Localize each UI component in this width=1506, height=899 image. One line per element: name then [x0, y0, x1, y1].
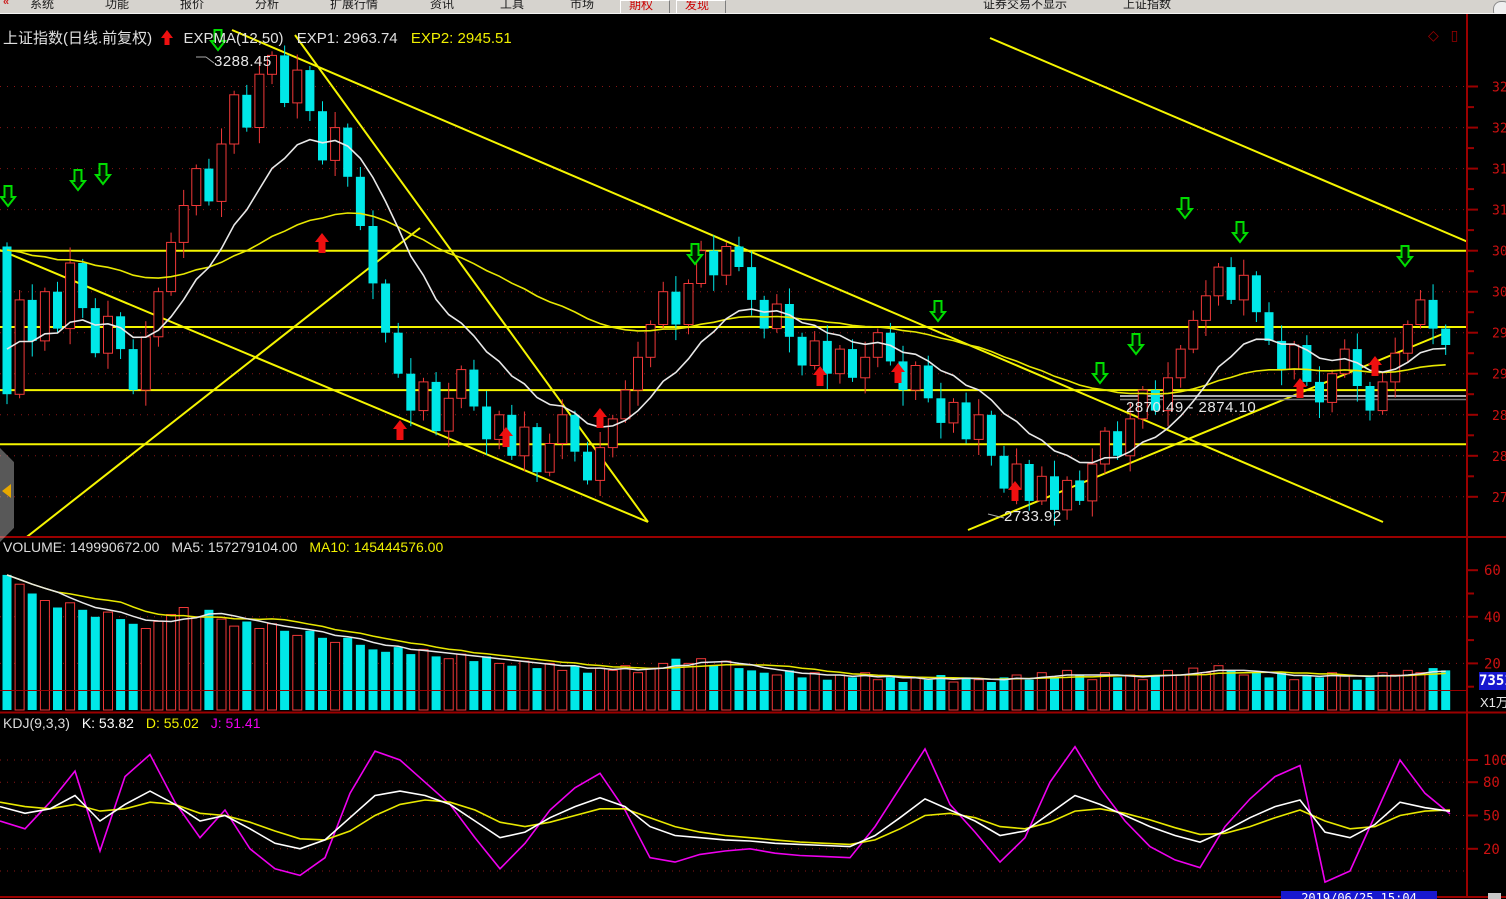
- menu-item-4[interactable]: 扩展行情: [330, 0, 379, 11]
- kdj-axis-label: 20: [1483, 842, 1500, 858]
- kdj-axis-label: 80: [1483, 775, 1500, 791]
- price-axis-label: 2900: [1492, 368, 1506, 383]
- round-button[interactable]: [1493, 1, 1506, 13]
- volume-unit-label: X1万: [1480, 695, 1506, 710]
- menu-item-7[interactable]: 市场: [570, 0, 595, 11]
- buy-signal-arrow-icon: [813, 366, 827, 386]
- price-axis-label: 2800: [1492, 450, 1506, 465]
- index-name-text: 上证指数: [1123, 0, 1172, 11]
- sell-signal-arrow-icon: [1395, 245, 1415, 268]
- kdj-axis-label: 50: [1483, 809, 1500, 825]
- price-axis-label: 3200: [1492, 122, 1506, 137]
- menu-bar: « 系统 功能 报价 分析 扩展行情 资讯 工具 市场 期权 发现 证券交易不显示 上证指数: [0, 0, 1506, 14]
- volume-bars-layer: [2, 574, 1451, 711]
- price-axis-label: 3000: [1492, 286, 1506, 301]
- volume-axis-label: 60: [1484, 563, 1501, 579]
- level-lines[interactable]: [0, 29, 1468, 558]
- app-icon[interactable]: «: [3, 0, 10, 8]
- expma-lines: [6, 138, 1446, 464]
- sell-signal-arrow-icon: [1126, 333, 1146, 356]
- sell-signal-arrow-icon: [928, 300, 948, 323]
- volume-grid-layer: 60 40 20: [0, 563, 1501, 688]
- exp1-value: EXP1: 2963.74: [296, 30, 398, 47]
- volume-ma5-value: MA5: 157279104.00: [171, 539, 298, 555]
- volume-axis-label: 40: [1484, 610, 1501, 626]
- menu-item-2[interactable]: 报价: [180, 0, 205, 11]
- panel-borders: [0, 14, 1506, 898]
- indicator-label: EXPMA(12,50): [183, 30, 284, 47]
- buy-signal-arrow-icon: [1293, 378, 1307, 398]
- buy-signal-arrow-icon: [315, 233, 329, 253]
- volume-ma10-value: MA10: 145444576.00: [309, 539, 444, 555]
- sell-signal-arrow-icon: [93, 163, 113, 186]
- price-axis-label: 3050: [1492, 245, 1506, 260]
- menu-item-0[interactable]: 系统: [30, 0, 55, 11]
- collapse-arrow-icon: [2, 484, 11, 498]
- price-axis-label: 3100: [1492, 204, 1506, 219]
- sell-signal-arrow-icon: [1230, 221, 1250, 244]
- volume-axis-readout: 7351: [1479, 672, 1506, 690]
- main-grid-layer: 3250 3200 3150 3100 3050 3000 2950 2900 2850 2800…: [0, 81, 1506, 506]
- gap-price-label: 2870.49 - 2874.10: [1126, 399, 1257, 416]
- price-axis-label: 2750: [1492, 491, 1506, 506]
- menu-button-0[interactable]: 期权: [620, 0, 670, 13]
- menu-button-1[interactable]: 发现: [676, 0, 726, 13]
- exp2-value: EXP2: 2945.51: [410, 30, 512, 47]
- sell-signal-arrow-icon: [0, 185, 18, 208]
- panel-control-icons[interactable]: ◇ ▯: [1428, 27, 1463, 43]
- date-readout: 2019/06/25 15:04: [1281, 891, 1437, 899]
- low-price-label: 2733.92: [1004, 508, 1062, 525]
- buy-signal-arrow-icon: [499, 427, 513, 447]
- buy-signal-arrow-icon: [393, 420, 407, 440]
- menu-button-label: 发现: [685, 0, 710, 12]
- peak-price-label: 3288.45: [214, 53, 272, 70]
- price-axis-label: 2850: [1492, 409, 1506, 424]
- sell-signal-arrow-icon: [68, 169, 88, 192]
- sell-signal-arrow-icon: [1090, 362, 1110, 385]
- up-arrow-icon: [161, 30, 174, 45]
- price-axis-label: 3150: [1492, 163, 1506, 178]
- signal-arrows: [0, 29, 1415, 501]
- sell-signal-arrow-icon: [685, 243, 705, 266]
- sidebar-collapse-tab[interactable]: [0, 448, 14, 542]
- menu-item-5[interactable]: 资讯: [430, 0, 455, 11]
- trade-status-text: 证券交易不显示: [983, 0, 1068, 11]
- symbol-title: 上证指数(日线.前复权): [3, 30, 153, 47]
- price-axis-label: 2950: [1492, 327, 1506, 342]
- menu-item-1[interactable]: 功能: [105, 0, 130, 11]
- kdj-indicator-label: KDJ(9,3,3): [3, 715, 70, 731]
- buy-signal-arrow-icon: [1368, 356, 1382, 376]
- volume-header: VOLUME: 149990672.00 MA5: 157279104.00 M…: [3, 539, 443, 555]
- menu-button-label: 期权: [629, 0, 654, 12]
- sell-signal-arrow-icon: [208, 29, 228, 52]
- kdj-k-value: K: 53.82: [81, 715, 134, 731]
- buy-signal-arrow-icon: [891, 363, 905, 383]
- kdj-grid-layer: 100 80 50 20: [0, 753, 1506, 872]
- kdj-lines-layer: [0, 745, 1451, 884]
- volume-value: VOLUME: 149990672.00: [3, 539, 160, 555]
- kdj-header: KDJ(9,3,3) K: 53.82 D: 55.02 J: 51.41: [3, 715, 261, 731]
- price-axis-label: 3250: [1492, 81, 1506, 96]
- volume-ma-lines: [6, 574, 1446, 681]
- volume-axis-label: 20: [1484, 656, 1501, 672]
- menu-item-3[interactable]: 分析: [255, 0, 280, 11]
- kdj-axis-label: 100: [1483, 753, 1506, 769]
- sell-signal-arrow-icon: [1175, 197, 1195, 220]
- resize-grip[interactable]: [1488, 893, 1501, 899]
- buy-signal-arrow-icon: [593, 408, 607, 428]
- gap-lines: [196, 56, 1466, 519]
- candlestick-layer: [2, 45, 1451, 526]
- kdj-j-value: J: 51.41: [210, 715, 261, 731]
- buy-signal-arrow-icon: [1008, 481, 1022, 501]
- menu-item-6[interactable]: 工具: [500, 0, 525, 11]
- main-chart-header: 上证指数(日线.前复权) EXPMA(12,50) EXP1: 2963.74 …: [3, 27, 512, 48]
- kdj-d-value: D: 55.02: [145, 715, 199, 731]
